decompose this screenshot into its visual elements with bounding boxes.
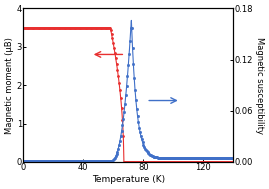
Y-axis label: Magnetic susceptibility: Magnetic susceptibility: [255, 37, 264, 134]
X-axis label: Temperature (K): Temperature (K): [92, 175, 165, 184]
Y-axis label: Magnetic moment (μB): Magnetic moment (μB): [5, 37, 14, 134]
